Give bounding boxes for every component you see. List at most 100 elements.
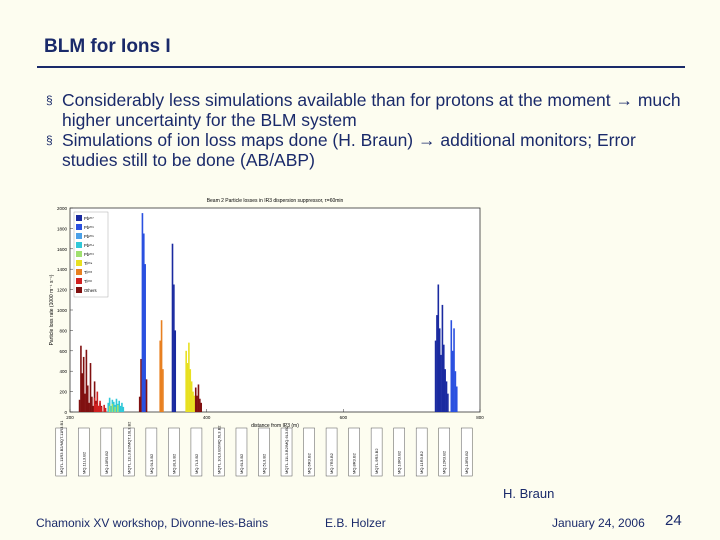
monitor-label: MQ.5L3.B2 (262, 453, 267, 474)
x-tick-label: 400 (203, 415, 211, 420)
loss-bar (193, 395, 196, 412)
bullet-text: Simulations of ion loss maps done (H. Br… (62, 130, 636, 170)
loss-bar (97, 405, 100, 412)
monitor-box (145, 427, 158, 477)
loss-bar (445, 381, 448, 412)
monitor-box (280, 427, 293, 477)
bullet-item: § Simulations of ion loss maps done (H. … (46, 130, 696, 170)
loss-bar (162, 369, 164, 412)
loss-bar (140, 358, 142, 412)
footer-event: Chamonix XV workshop, Divonne-les-Bains (36, 516, 269, 530)
monitor-label: MQ.8L3.B2 (171, 453, 176, 474)
loss-bar (103, 404, 105, 412)
bullet-marker: § (46, 133, 53, 147)
loss-bar (89, 363, 92, 412)
loss-bar (454, 371, 457, 412)
legend-label: Pb²⁰⁴ (84, 243, 94, 248)
monitor-box (393, 427, 405, 477)
loss-bar (190, 381, 193, 412)
loss-bar (186, 363, 189, 412)
loss-bar (200, 402, 202, 412)
y-tick-label: 1800 (57, 226, 68, 231)
monitor-box (460, 427, 473, 477)
legend-label: Others (84, 288, 97, 293)
legend-swatch (76, 215, 82, 221)
loss-map-chart: Beam 2 Particle losses in IR3 dispersion… (49, 198, 484, 477)
loss-bar (194, 387, 197, 412)
loss-bar (171, 243, 174, 412)
loss-bar (185, 350, 187, 412)
loss-bar (81, 373, 84, 412)
loss-bar (145, 379, 148, 412)
legend-swatch (76, 287, 82, 293)
monitor-box (190, 427, 203, 477)
legend-swatch (76, 242, 82, 248)
monitor-label: MQ.7L3.B2 (194, 453, 199, 474)
loss-bar (78, 399, 81, 412)
image-credit: H. Braun (503, 486, 555, 501)
y-tick-label: 1000 (57, 308, 68, 313)
monitor-box (235, 427, 248, 477)
monitor-label: MQ.10R3.B2 (397, 450, 402, 474)
loss-bar (138, 396, 141, 412)
monitor-label: MQ.7R3.B2 (329, 452, 334, 474)
legend-swatch (76, 278, 82, 284)
loss-bar (197, 384, 200, 412)
loss-bar (92, 405, 95, 412)
loss-bar (96, 391, 99, 412)
monitor-label: MQ.6L3.B2 (239, 453, 244, 474)
loss-bar (107, 402, 110, 412)
slide-title: BLM for Ions I (44, 36, 171, 57)
loss-bar (100, 406, 103, 412)
loss-bar (455, 386, 458, 412)
monitor-box (370, 427, 383, 477)
loss-bar (189, 369, 192, 412)
monitor-box (55, 427, 68, 477)
footer-date: January 24, 2006 (552, 516, 645, 530)
monitor-box (100, 427, 113, 477)
title-underline (37, 66, 685, 68)
loss-bar (451, 350, 454, 412)
loss-bar (436, 315, 438, 412)
loss-bar (444, 369, 446, 412)
loss-bar (159, 340, 161, 412)
y-tick-label: 1600 (57, 247, 68, 252)
loss-bar (118, 400, 120, 412)
loss-bar (144, 264, 146, 412)
monitor-label: MQTL.10L3.B2/MQ.6L3.B2 (216, 425, 221, 474)
monitor-box (213, 427, 225, 477)
loss-bar (91, 396, 93, 412)
legend-swatch (76, 233, 82, 239)
monitor-label: MQTL.11R3.B2/MQT.11R3.B1 (59, 420, 64, 474)
page-number: 24 (665, 512, 682, 529)
legend-label: Tl²⁰³ (84, 270, 93, 275)
bullet-list: § Considerably less simulations availabl… (46, 90, 696, 170)
legend-swatch (76, 224, 82, 230)
y-tick-label: 400 (59, 369, 67, 374)
loss-bar (442, 344, 445, 412)
legend-swatch (76, 260, 82, 266)
loss-bar (93, 381, 96, 412)
loss-bar (80, 345, 82, 412)
loss-bar (104, 407, 107, 412)
loss-bar (188, 342, 190, 412)
legend-label: Pb²⁰⁵ (84, 234, 94, 239)
loss-bar (108, 405, 111, 412)
loss-bar (437, 284, 440, 412)
monitor-label: MQ.6R3.B2 (307, 452, 312, 474)
loss-bar (447, 393, 449, 412)
loss-bar (173, 284, 175, 412)
monitor-label: MQ.9L3.B2 (149, 453, 154, 474)
monitor-label: MQ.13R3.B2 (464, 450, 469, 474)
y-tick-label: 600 (59, 349, 67, 354)
loss-bar (196, 395, 198, 412)
legend-label: Tl²⁰⁴ (84, 261, 93, 266)
y-tick-label: 0 (64, 410, 67, 415)
x-tick-label: 600 (340, 415, 348, 420)
monitor-label: MQ.10R3.B2 (104, 450, 109, 474)
x-axis-label: distance from IP3 (m) (251, 423, 299, 429)
loss-bar (111, 403, 114, 412)
monitor-box (78, 427, 90, 477)
monitor-label: MQTL.11L3.B2/MQ.6L3.B2 (284, 425, 289, 474)
legend-label: Pb²⁰³ (84, 252, 94, 257)
